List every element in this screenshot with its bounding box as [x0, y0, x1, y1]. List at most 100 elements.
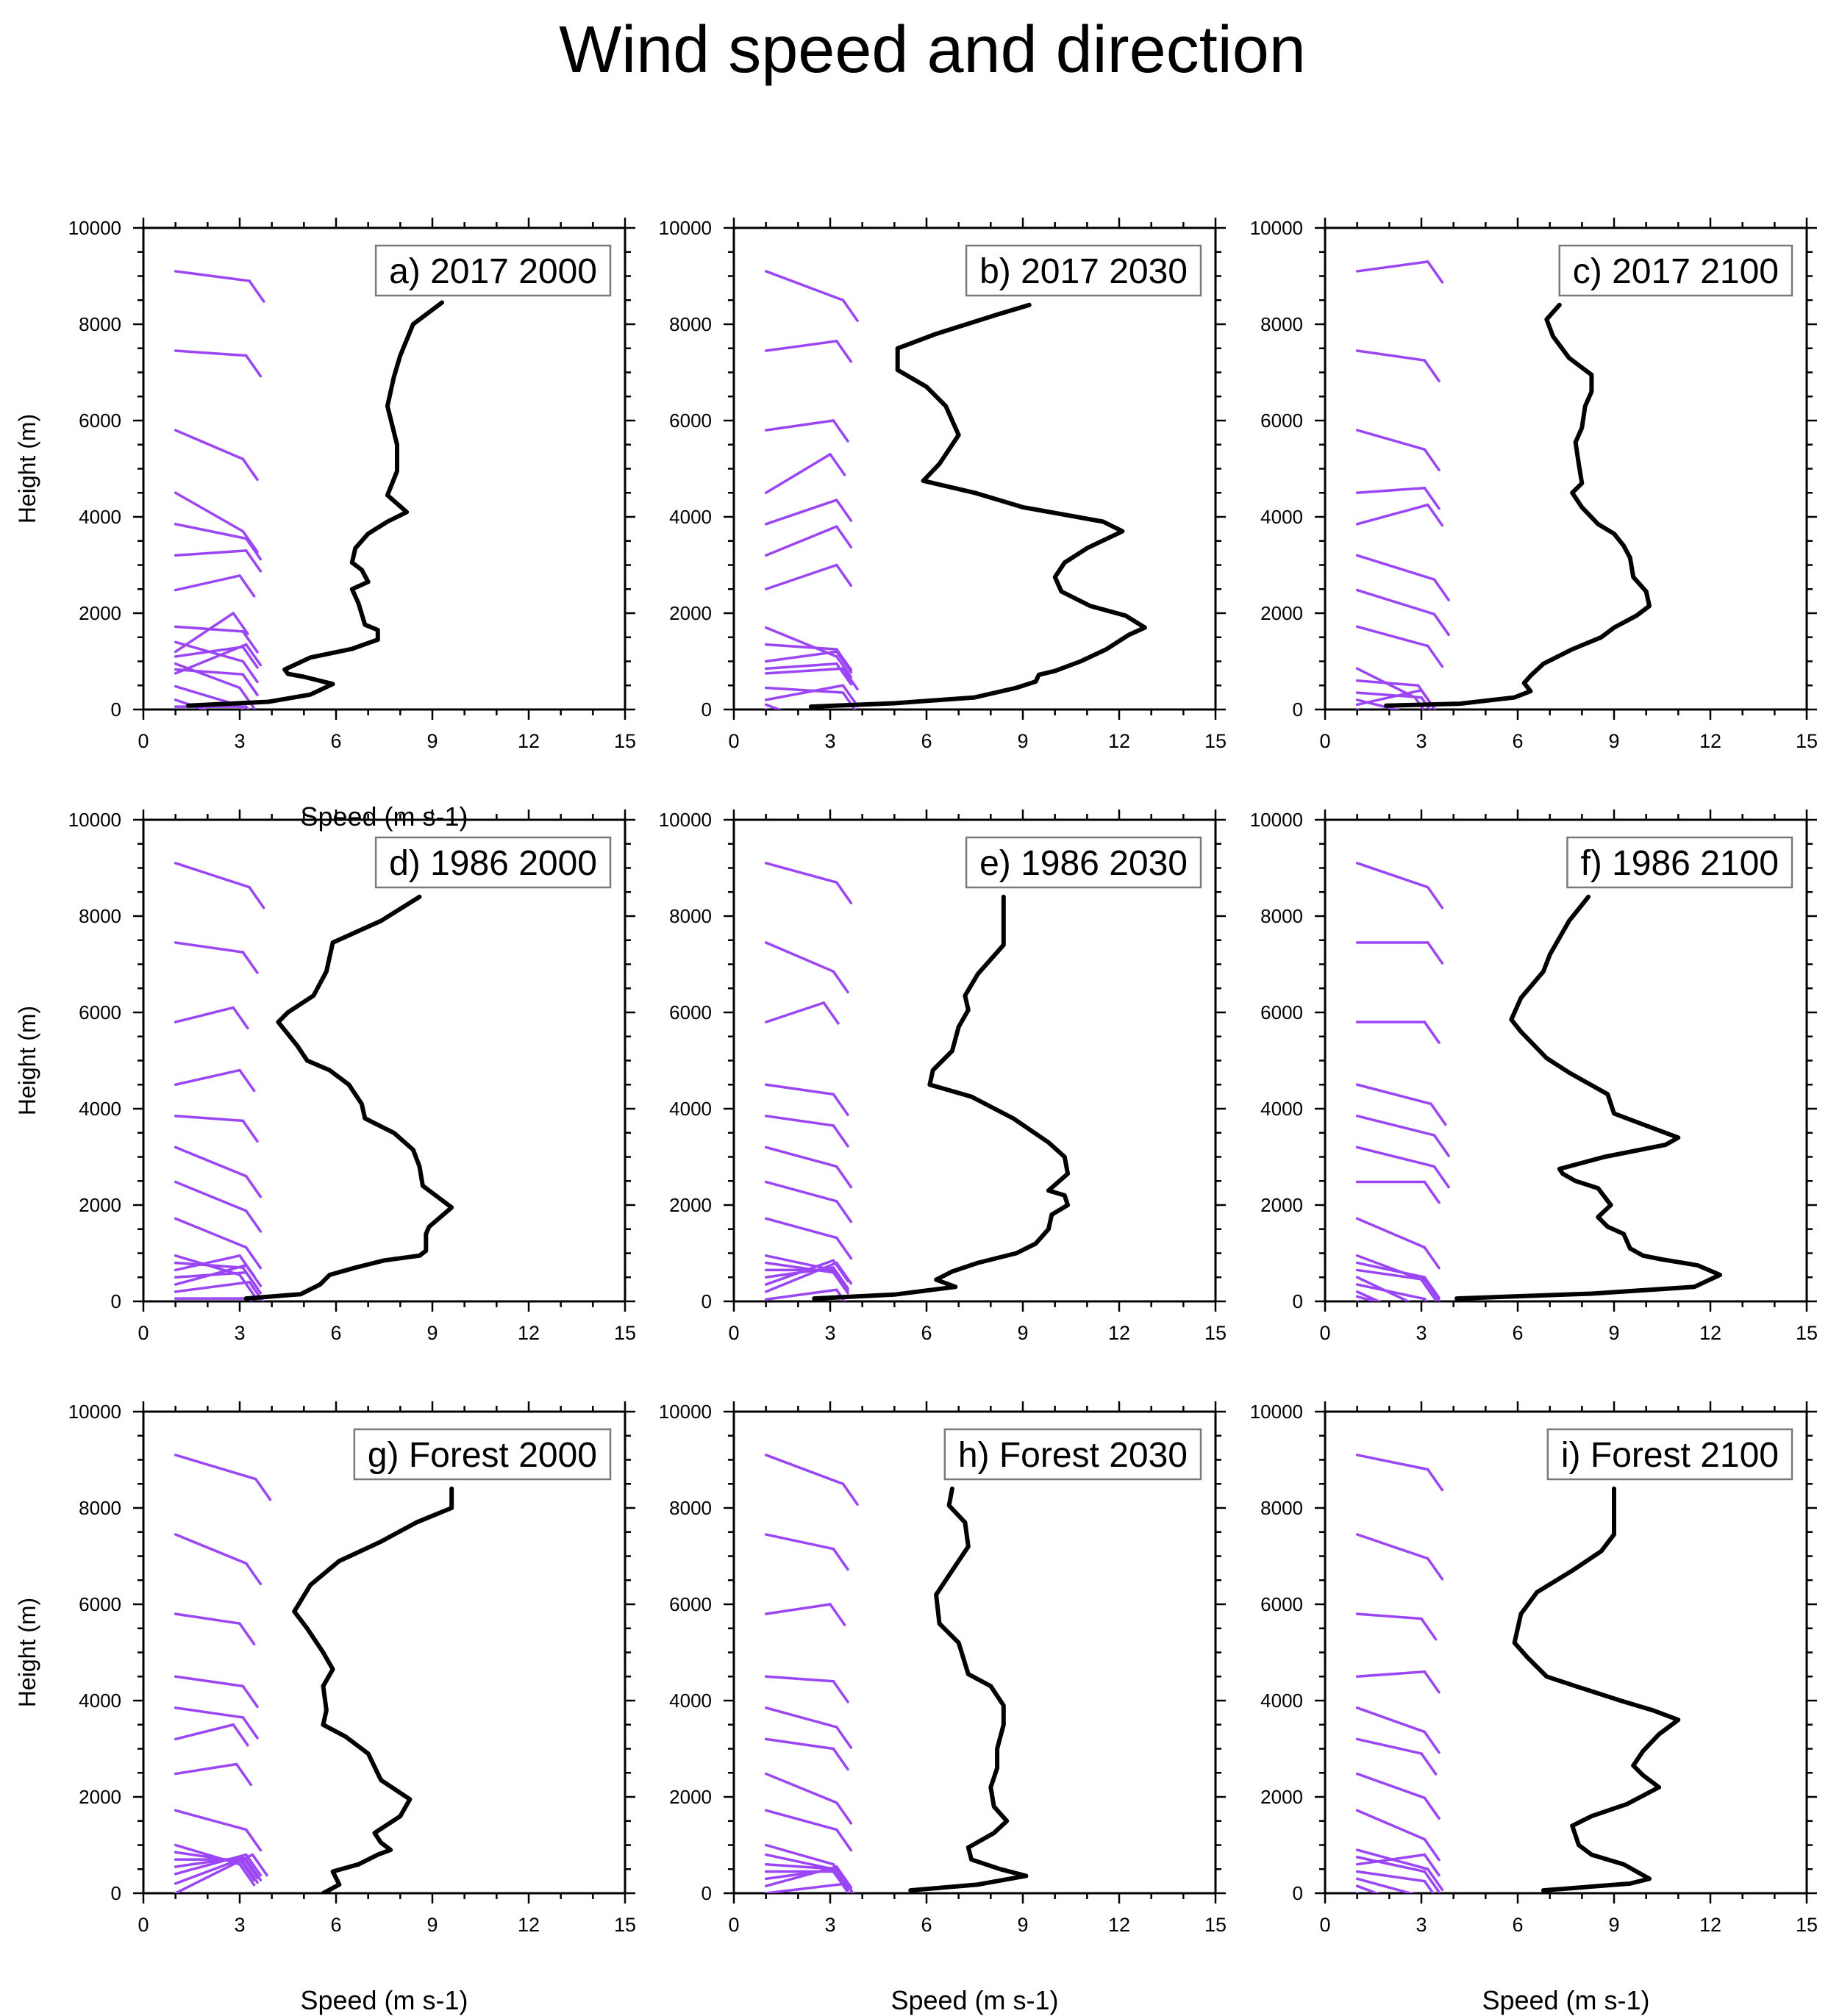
wind-barb-flag [1423, 1796, 1441, 1820]
y-tick-label: 6000 [669, 1593, 712, 1615]
wind-barb [1355, 1083, 1432, 1106]
panel-c: 0 3 6 9 12 15 0 2000 4000 6000 8000 10000 c) 2017 21… [1250, 217, 1818, 752]
wind-barb [1355, 1612, 1423, 1620]
speed-profile-line [292, 1486, 454, 1893]
wind-barb [764, 1533, 835, 1551]
y-axis-title: Height (m) [14, 1006, 40, 1115]
wind-barb-flag [244, 1562, 263, 1586]
y-tick-label: 0 [702, 1290, 712, 1312]
wind-barb [1355, 1870, 1427, 1883]
x-tick-label: 9 [1608, 1914, 1619, 1936]
wind-barb-flag [832, 1870, 849, 1893]
wind-barb-flag [841, 299, 859, 322]
wind-barb [174, 349, 248, 357]
wind-barb [1355, 1454, 1429, 1471]
wind-barb [1355, 1856, 1427, 1873]
x-tick-label: 0 [728, 1322, 739, 1344]
y-tick-label: 0 [702, 1882, 712, 1904]
wind-barb [1355, 625, 1429, 648]
y-tick-label: 0 [1293, 698, 1303, 721]
y-tick-label: 2000 [1260, 602, 1303, 624]
x-tick-label: 15 [614, 730, 636, 752]
wind-barb [1355, 429, 1427, 451]
x-tick-label: 15 [1204, 1914, 1227, 1936]
y-tick-label: 6000 [669, 1001, 712, 1023]
wind-barb-flag [238, 1862, 256, 1887]
wind-barb-flag [832, 1747, 849, 1771]
wind-barb-flag [1423, 1879, 1435, 1893]
y-tick-label: 8000 [1260, 1497, 1303, 1519]
wind-barb [174, 1068, 241, 1086]
wind-barb-flag [238, 1273, 256, 1297]
x-axis-title: Speed (m s-1) [1482, 1985, 1649, 2015]
y-tick-label: 4000 [669, 506, 712, 528]
wind-barb-flag [238, 1254, 256, 1278]
wind-barb [1355, 1706, 1427, 1734]
y-tick-label: 10000 [659, 1401, 712, 1423]
wind-barb-flag [238, 574, 256, 598]
wind-barb [174, 1723, 235, 1741]
wind-barb-flag [241, 1860, 259, 1884]
wind-barb-flag [1426, 260, 1444, 284]
wind-barb-flag [1426, 644, 1444, 668]
x-tick-label: 9 [426, 1914, 438, 1936]
wind-barb [764, 662, 838, 671]
wind-barb-flag [244, 1209, 263, 1233]
wind-barb [764, 686, 845, 694]
wind-barb [1355, 667, 1417, 699]
wind-barb-flag [1432, 1134, 1450, 1157]
y-axis-title: Height (m) [14, 414, 40, 523]
wind-barb-flag [232, 1006, 249, 1030]
wind-barb-flag [244, 1853, 263, 1877]
wind-barb [1355, 1254, 1423, 1282]
wind-barb-flag [244, 1245, 263, 1270]
panel-content [764, 270, 1147, 709]
wind-barb [174, 1254, 241, 1272]
wind-barb [174, 862, 251, 889]
x-tick-label: 9 [1608, 730, 1619, 752]
wind-barb [764, 862, 838, 884]
panel-label-box [1566, 836, 1793, 889]
wind-barb [174, 1851, 245, 1864]
x-tick-label: 6 [330, 730, 341, 752]
y-tick-label: 10000 [1250, 217, 1303, 239]
wind-barb [174, 1675, 245, 1688]
x-tick-label: 15 [1204, 730, 1227, 752]
wind-barb [764, 1737, 835, 1751]
y-tick-label: 8000 [1260, 905, 1303, 927]
panel-content [764, 1454, 1029, 1893]
x-axis-title: Speed (m s-1) [300, 1985, 468, 2015]
wind-barb [764, 643, 838, 651]
x-tick-label: 15 [614, 1322, 636, 1344]
y-tick-label: 8000 [79, 905, 121, 927]
wind-barb [1355, 1670, 1427, 1678]
wind-barb-flag [841, 684, 859, 707]
x-tick-label: 12 [1108, 730, 1130, 752]
wind-barb [764, 1772, 838, 1804]
wind-barb-flag [1426, 1557, 1444, 1581]
speed-profile-line [812, 894, 1071, 1301]
wind-barb [174, 1254, 241, 1276]
wind-barb-flag [832, 1547, 849, 1571]
x-tick-label: 0 [1319, 1914, 1330, 1936]
wind-barb [1355, 1533, 1429, 1560]
x-tick-label: 12 [1699, 1322, 1721, 1344]
x-tick-label: 12 [1108, 1322, 1130, 1344]
y-tick-label: 4000 [669, 1098, 712, 1120]
wind-barb [1355, 1290, 1382, 1301]
x-tick-label: 3 [1416, 730, 1427, 752]
y-tick-label: 6000 [1260, 1593, 1303, 1615]
wind-barb [174, 640, 245, 663]
panel-label-box [965, 836, 1202, 889]
wind-barb-flag [238, 686, 256, 709]
wind-barb-flag [835, 1288, 846, 1301]
wind-barb-flag [1423, 1020, 1441, 1044]
panel-label: h) Forest 2030 [958, 1436, 1188, 1475]
wind-barb-flag [832, 1867, 849, 1891]
y-tick-label: 6000 [79, 1593, 121, 1615]
wind-barb [764, 1454, 845, 1485]
wind-barb [1355, 1115, 1436, 1137]
y-tick-label: 8000 [79, 313, 121, 335]
wind-barb-flag [832, 1259, 849, 1283]
wind-barb-flag [244, 1174, 263, 1198]
